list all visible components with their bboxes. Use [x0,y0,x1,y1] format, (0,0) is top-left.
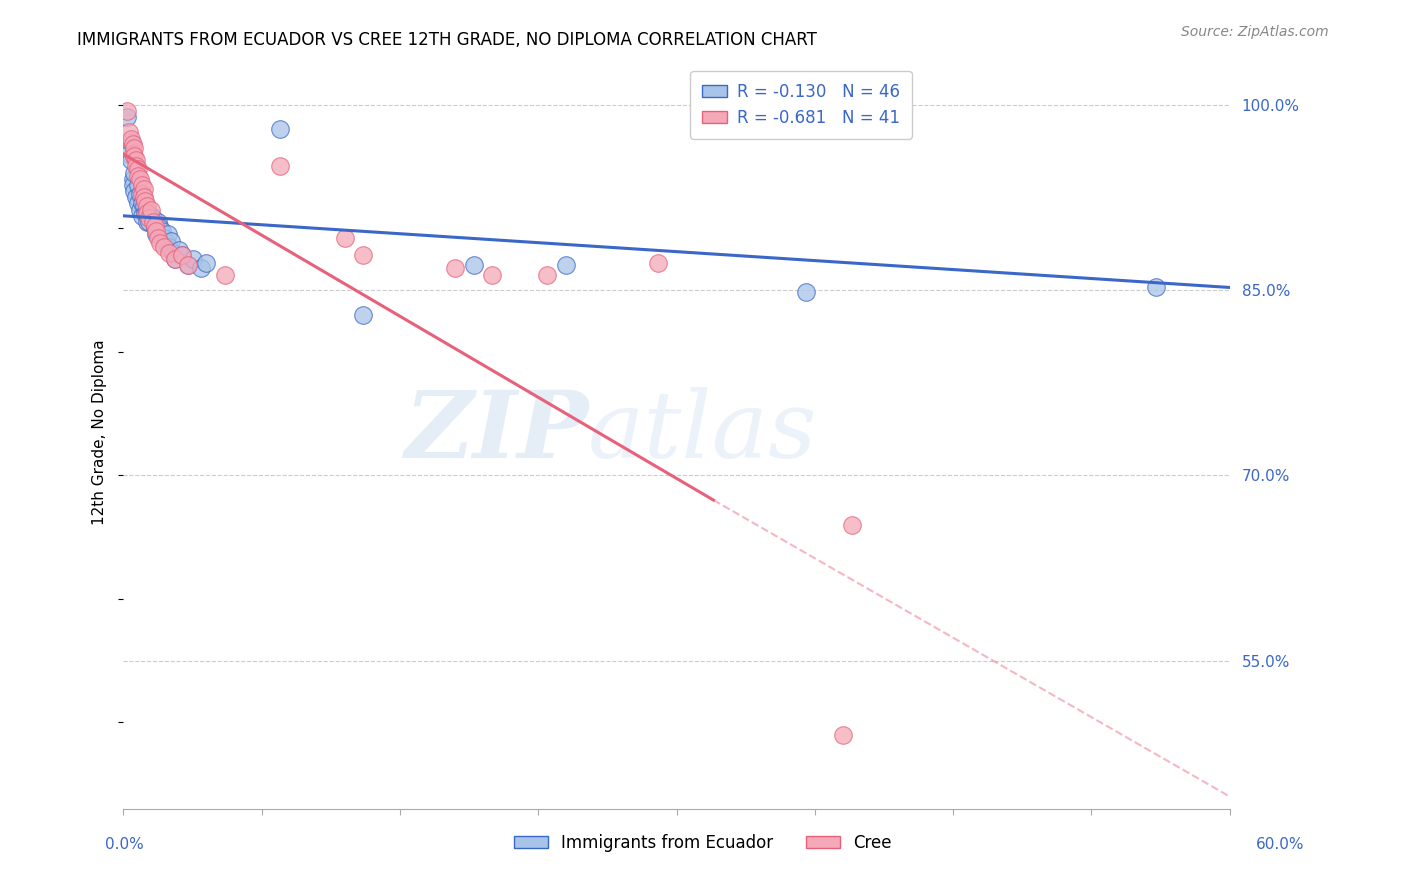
Point [172,248,194,262]
Point [139,202,162,217]
Point [131,186,153,201]
Point [163,252,186,266]
Text: 0.0%: 0.0% [105,838,145,852]
Point [831,728,853,742]
Point [352,248,374,262]
Point [145,227,167,242]
Point [127,196,149,211]
Point [177,258,200,272]
Point [463,258,485,272]
Point [143,219,166,233]
Point [647,256,669,270]
Point [124,149,146,163]
Point [183,252,205,266]
Point [136,206,159,220]
Point [142,215,165,229]
Point [153,231,176,245]
Point [129,186,152,201]
Point [132,181,155,195]
Point [127,161,149,176]
Point [148,231,170,245]
Point [157,245,180,260]
Point [115,103,138,118]
Point [352,308,374,322]
Text: IMMIGRANTS FROM ECUADOR VS CREE 12TH GRADE, NO DIPLOMA CORRELATION CHART: IMMIGRANTS FROM ECUADOR VS CREE 12TH GRA… [77,31,817,49]
Point [214,268,236,282]
Point [190,260,212,275]
Point [120,135,142,149]
Point [160,234,183,248]
Point [131,209,153,223]
Point [167,244,190,258]
Point [163,252,186,266]
Point [127,169,149,184]
Point [195,256,218,270]
Point [129,171,152,186]
Point [121,147,143,161]
Point [129,202,152,217]
Point [121,171,143,186]
Point [115,110,138,124]
Point [127,178,149,192]
Legend: Immigrants from Ecuador, Cree: Immigrants from Ecuador, Cree [508,828,898,859]
Point [125,190,148,204]
Y-axis label: 12th Grade, No Diploma: 12th Grade, No Diploma [93,339,107,524]
Point [124,165,146,179]
Point [177,258,200,272]
Point [155,235,177,250]
Point [162,245,184,260]
Point [156,227,179,242]
Point [118,147,141,161]
Point [139,209,162,223]
Point [142,211,165,226]
Text: atlas: atlas [588,387,817,477]
Point [124,184,146,198]
Point [118,125,141,139]
Point [136,199,159,213]
Point [1144,280,1167,294]
Point [157,240,180,254]
Point [841,517,863,532]
Point [150,224,173,238]
Point [444,260,467,275]
Point [138,211,160,226]
Point [143,221,166,235]
Point [132,190,155,204]
Point [125,153,148,168]
Point [136,202,159,217]
Point [132,199,155,213]
Text: 60.0%: 60.0% [1257,838,1305,852]
Point [269,160,291,174]
Point [145,224,167,238]
Point [149,235,172,250]
Point [138,215,160,229]
Point [124,141,146,155]
Point [120,153,142,168]
Point [481,268,503,282]
Point [269,122,291,136]
Point [120,132,142,146]
Point [148,215,170,229]
Point [121,137,143,152]
Point [172,248,194,262]
Point [131,178,153,192]
Point [333,231,356,245]
Text: ZIP: ZIP [404,387,588,477]
Point [136,215,159,229]
Point [153,240,176,254]
Point [134,194,156,208]
Point [536,268,558,282]
Point [131,196,153,211]
Point [134,206,156,220]
Point [121,178,143,192]
Legend: R = -0.130   N = 46, R = -0.681   N = 41: R = -0.130 N = 46, R = -0.681 N = 41 [690,71,911,138]
Point [794,285,817,300]
Point [149,221,172,235]
Point [125,160,148,174]
Point [554,258,576,272]
Text: Source: ZipAtlas.com: Source: ZipAtlas.com [1181,25,1329,39]
